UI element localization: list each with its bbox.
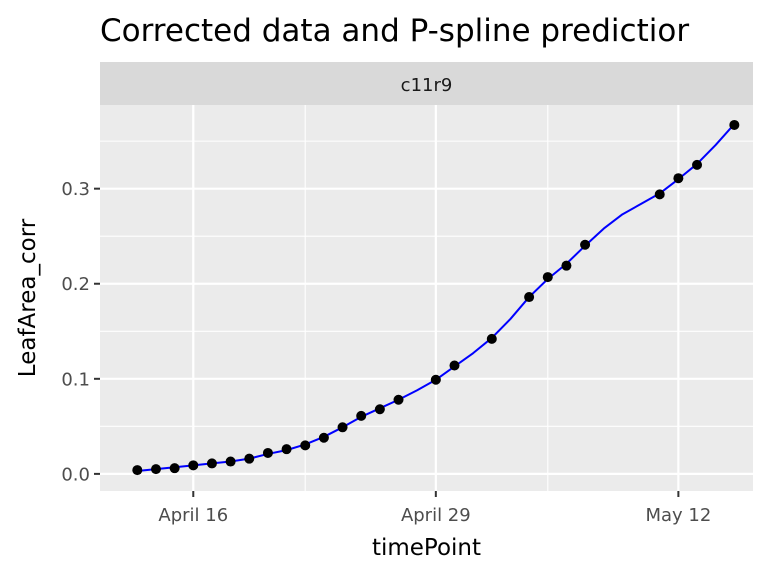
data-point	[561, 260, 572, 271]
data-point	[374, 404, 385, 415]
y-tick-label: 0.0	[61, 464, 90, 485]
data-point	[132, 465, 143, 476]
facet-strip-label: c11r9	[401, 75, 453, 96]
facet-strip	[100, 62, 753, 105]
data-point	[206, 458, 217, 469]
data-point	[486, 333, 497, 344]
data-point	[729, 119, 740, 130]
x-tick-label: April 29	[401, 505, 471, 526]
x-tick-label: May 12	[645, 505, 711, 526]
data-point	[188, 460, 199, 471]
data-point	[449, 360, 460, 371]
y-axis-title: LeafArea_corr	[15, 218, 41, 377]
data-point	[262, 447, 273, 458]
y-axis-tick-labels: 0.0 0.1 0.2 0.3	[61, 179, 90, 485]
data-point	[692, 159, 703, 170]
data-point	[150, 464, 161, 475]
corrected-data-series	[132, 119, 740, 476]
data-point	[337, 422, 348, 433]
plot-panel	[100, 105, 753, 491]
data-point	[524, 292, 535, 303]
data-point	[225, 456, 236, 467]
y-tick-label: 0.1	[61, 369, 90, 390]
data-point	[356, 410, 367, 421]
minor-gridlines	[100, 105, 753, 491]
data-point	[430, 374, 441, 385]
axis-ticks	[94, 187, 680, 497]
data-point	[244, 453, 255, 464]
x-axis-title: timePoint	[372, 535, 481, 561]
y-tick-label: 0.2	[61, 274, 90, 295]
y-tick-label: 0.3	[61, 179, 90, 200]
data-point	[673, 173, 684, 184]
major-gridlines	[100, 105, 753, 491]
data-point	[281, 444, 292, 455]
data-point	[300, 440, 311, 451]
x-tick-label: April 16	[158, 505, 228, 526]
data-point	[542, 272, 553, 283]
data-point	[654, 189, 665, 200]
x-axis-tick-labels: April 16 April 29 May 12	[158, 505, 711, 526]
data-point	[580, 239, 591, 250]
data-point	[318, 432, 329, 443]
data-point	[169, 463, 180, 474]
chart-title: Corrected data and P-spline predictior	[100, 13, 689, 49]
data-point	[393, 394, 404, 405]
